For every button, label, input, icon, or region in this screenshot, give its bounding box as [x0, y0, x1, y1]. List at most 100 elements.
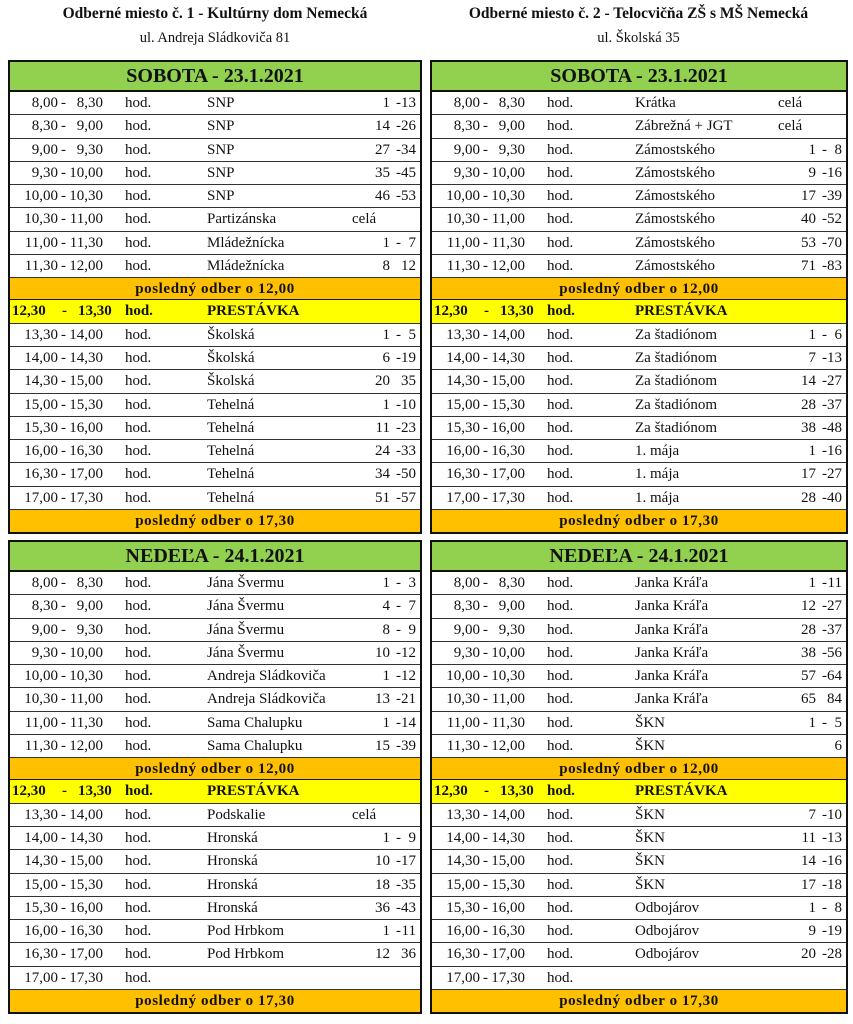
hours-label: hod.	[547, 95, 574, 111]
time-separator: -	[483, 234, 488, 251]
number-from: 1	[808, 575, 817, 591]
time-from: 16,00	[24, 443, 58, 460]
break-from: 12,30	[12, 303, 46, 320]
street-name: ŠKN	[635, 853, 666, 870]
number-to: 7	[408, 598, 417, 615]
street-name: 1. mája	[635, 489, 680, 506]
schedule-row: 10,30-11,00 hod. Partizánska celá	[10, 208, 420, 232]
time-separator: -	[483, 349, 488, 366]
number-separator: -	[822, 946, 827, 963]
number-to: 36	[401, 946, 416, 963]
schedule-row: 14,30-15,00 hod. Za štadiónom 14-27	[432, 370, 846, 394]
time-to: 14,00	[491, 806, 525, 823]
break-to: 13,30	[78, 303, 112, 320]
number-to: 27	[827, 466, 842, 483]
time-to: 9,00	[76, 598, 103, 615]
time-to: 10,30	[69, 668, 103, 685]
number-to: 64	[827, 668, 842, 685]
time-to: 11,00	[69, 211, 103, 228]
time-to: 10,30	[69, 188, 103, 205]
whole-street: celá	[352, 211, 377, 228]
number-from: 14	[801, 373, 816, 390]
hours-label: hod.	[547, 738, 574, 755]
time-from: 8,30	[453, 118, 480, 135]
whole-street: celá	[778, 118, 803, 135]
number-separator: -	[396, 396, 401, 413]
hours-label: hod.	[547, 234, 574, 251]
time-from: 11,30	[24, 738, 58, 755]
time-from: 9,30	[31, 644, 58, 661]
number-from: 36	[375, 899, 390, 916]
schedule-row: 14,30-15,00 hod. Hronská 10-17	[10, 850, 420, 874]
time-from: 15,00	[446, 396, 480, 413]
time-from: 14,30	[24, 373, 58, 390]
number-to: 53	[401, 188, 416, 205]
time-to: 17,00	[69, 466, 103, 483]
time-from: 15,30	[24, 899, 58, 916]
time-to: 17,00	[491, 946, 525, 963]
time-to: 14,30	[69, 829, 103, 846]
number-separator: -	[396, 164, 401, 181]
day-header: SOBOTA - 23.1.2021	[10, 62, 420, 92]
street-name: Zábrežná + JGT	[635, 118, 733, 135]
time-separator: -	[483, 621, 488, 638]
number-to: 18	[827, 876, 842, 893]
hours-label: hod.	[125, 714, 152, 731]
hours-label: hod.	[547, 644, 574, 661]
hours-label: hod.	[547, 466, 574, 483]
site-1-heading: Odberné miesto č. 1 - Kultúrny dom Nemec…	[0, 4, 430, 48]
time-separator: -	[61, 489, 66, 506]
time-from: 10,30	[24, 211, 58, 228]
schedule-row: 8,30-9,00 hod. Zábrežná + JGT celá	[432, 115, 846, 139]
schedule-row: 16,00-16,30 hod. 1. mája 1-16	[432, 440, 846, 464]
street-name: Odbojárov	[635, 946, 700, 963]
time-to: 12,00	[69, 258, 103, 275]
number-from: 1	[382, 234, 391, 251]
schedule-row: 14,30-15,00 hod. Školská 20 35	[10, 370, 420, 394]
time-separator: -	[483, 373, 488, 390]
street-name: Tehelná	[207, 466, 255, 483]
street-name: ŠKN	[635, 829, 666, 846]
street-name: ŠKN	[635, 714, 666, 731]
time-separator: -	[483, 419, 488, 436]
street-name: Andreja Sládkoviča	[207, 691, 326, 708]
number-separator: -	[822, 489, 827, 506]
number-separator: -	[396, 118, 401, 135]
street-name: Tehelná	[207, 489, 255, 506]
schedule-row: 17,00-17,30 hod.	[10, 967, 420, 991]
schedule-row: 9,30-10,00 hod. SNP 35-45	[10, 162, 420, 186]
number-to: 8	[834, 899, 843, 916]
number-separator: -	[396, 598, 401, 615]
number-separator: -	[822, 326, 827, 343]
schedule-row: 14,00-14,30 hod. Hronská 1-9	[10, 827, 420, 851]
number-separator: -	[822, 853, 827, 870]
number-separator: -	[822, 211, 827, 228]
time-from: 15,00	[24, 396, 58, 413]
time-separator: -	[61, 946, 66, 963]
schedule-row: 10,30-11,00 hod. Andreja Sládkoviča 13-21	[10, 688, 420, 712]
time-from: 10,00	[446, 188, 480, 205]
number-to: 40	[827, 489, 842, 506]
number-separator: -	[396, 876, 401, 893]
number-from: 20	[801, 946, 816, 963]
hours-label: hod.	[547, 118, 574, 135]
time-from: 16,30	[24, 946, 58, 963]
number-from: 8	[382, 621, 391, 638]
time-to: 9,30	[76, 141, 103, 158]
time-separator: -	[61, 738, 66, 755]
time-from: 10,00	[446, 668, 480, 685]
number-from: 14	[375, 118, 390, 135]
time-separator: -	[483, 946, 488, 963]
number-separator: -	[822, 419, 827, 436]
hours-label: hod.	[125, 899, 152, 916]
hours-label: hod.	[547, 691, 574, 708]
schedule-row: 13,30-14,00 hod. ŠKN 7-10	[432, 804, 846, 827]
number-to: 28	[827, 946, 842, 963]
number-separator: -	[822, 899, 827, 916]
street-name: Školská	[207, 373, 255, 390]
number-from: 1	[382, 714, 391, 731]
time-to: 8,30	[76, 95, 103, 111]
time-from: 11,00	[24, 234, 58, 251]
hours-label: hod.	[125, 969, 152, 986]
number-from: 10	[375, 644, 390, 661]
